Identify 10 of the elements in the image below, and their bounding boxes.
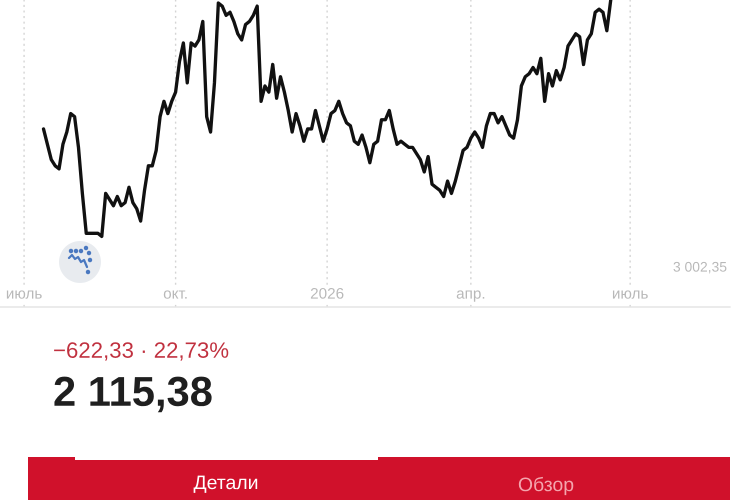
text: Детали <box>194 476 258 493</box>
x-tick-label: 2026 <box>310 288 344 299</box>
x-tick-label: апр. <box>456 290 484 302</box>
x-tick-label: июль <box>6 290 42 299</box>
x-tick-label: окт. <box>164 290 187 299</box>
text: 2 115,38 <box>54 376 212 412</box>
text: Обзор <box>518 476 574 496</box>
text: −622,33 · 22,73% <box>54 342 228 361</box>
text: 3 002,35 <box>673 262 726 274</box>
x-tick-label: июль <box>612 290 648 299</box>
